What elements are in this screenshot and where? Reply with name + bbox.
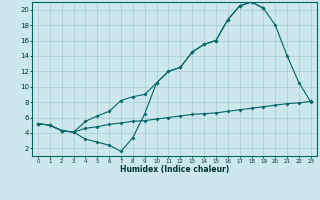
X-axis label: Humidex (Indice chaleur): Humidex (Indice chaleur) <box>120 165 229 174</box>
